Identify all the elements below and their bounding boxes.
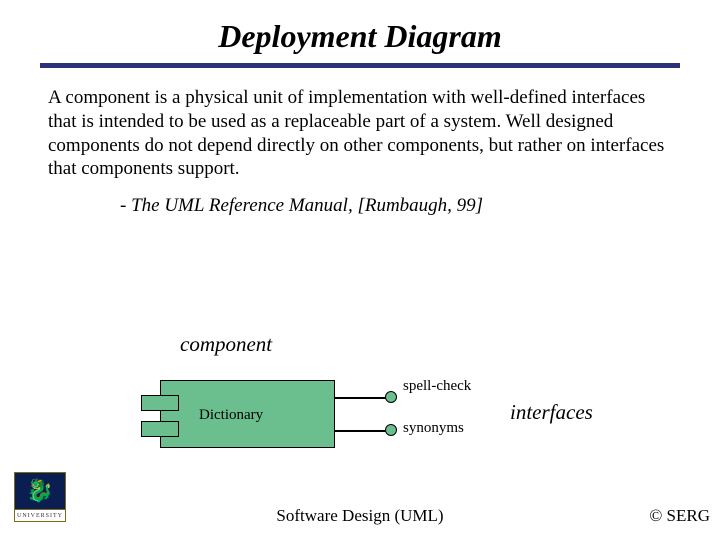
logo-badge: 🐉 bbox=[14, 472, 66, 510]
footer-right: © SERG bbox=[649, 506, 710, 526]
page-title: Deployment Diagram bbox=[0, 0, 720, 63]
dragon-icon: 🐉 bbox=[26, 480, 53, 502]
interface-lollipop-1 bbox=[385, 391, 397, 403]
component-tab-bottom bbox=[141, 421, 179, 437]
component-box: Dictionary bbox=[160, 380, 335, 448]
title-rule bbox=[40, 63, 680, 68]
footer-center: Software Design (UML) bbox=[0, 506, 720, 526]
citation: - The UML Reference Manual, [Rumbaugh, 9… bbox=[120, 195, 672, 217]
component-label: component bbox=[180, 332, 272, 357]
interface-label-2: synonyms bbox=[403, 420, 464, 437]
uml-component-diagram: Dictionary spell-check synonyms bbox=[130, 370, 590, 460]
interface-line-1 bbox=[335, 397, 387, 399]
definition-paragraph: A component is a physical unit of implem… bbox=[48, 86, 672, 181]
component-tab-top bbox=[141, 395, 179, 411]
interface-line-2 bbox=[335, 430, 387, 432]
interface-lollipop-2 bbox=[385, 424, 397, 436]
interface-label-1: spell-check bbox=[403, 378, 471, 395]
component-name: Dictionary bbox=[199, 407, 263, 424]
